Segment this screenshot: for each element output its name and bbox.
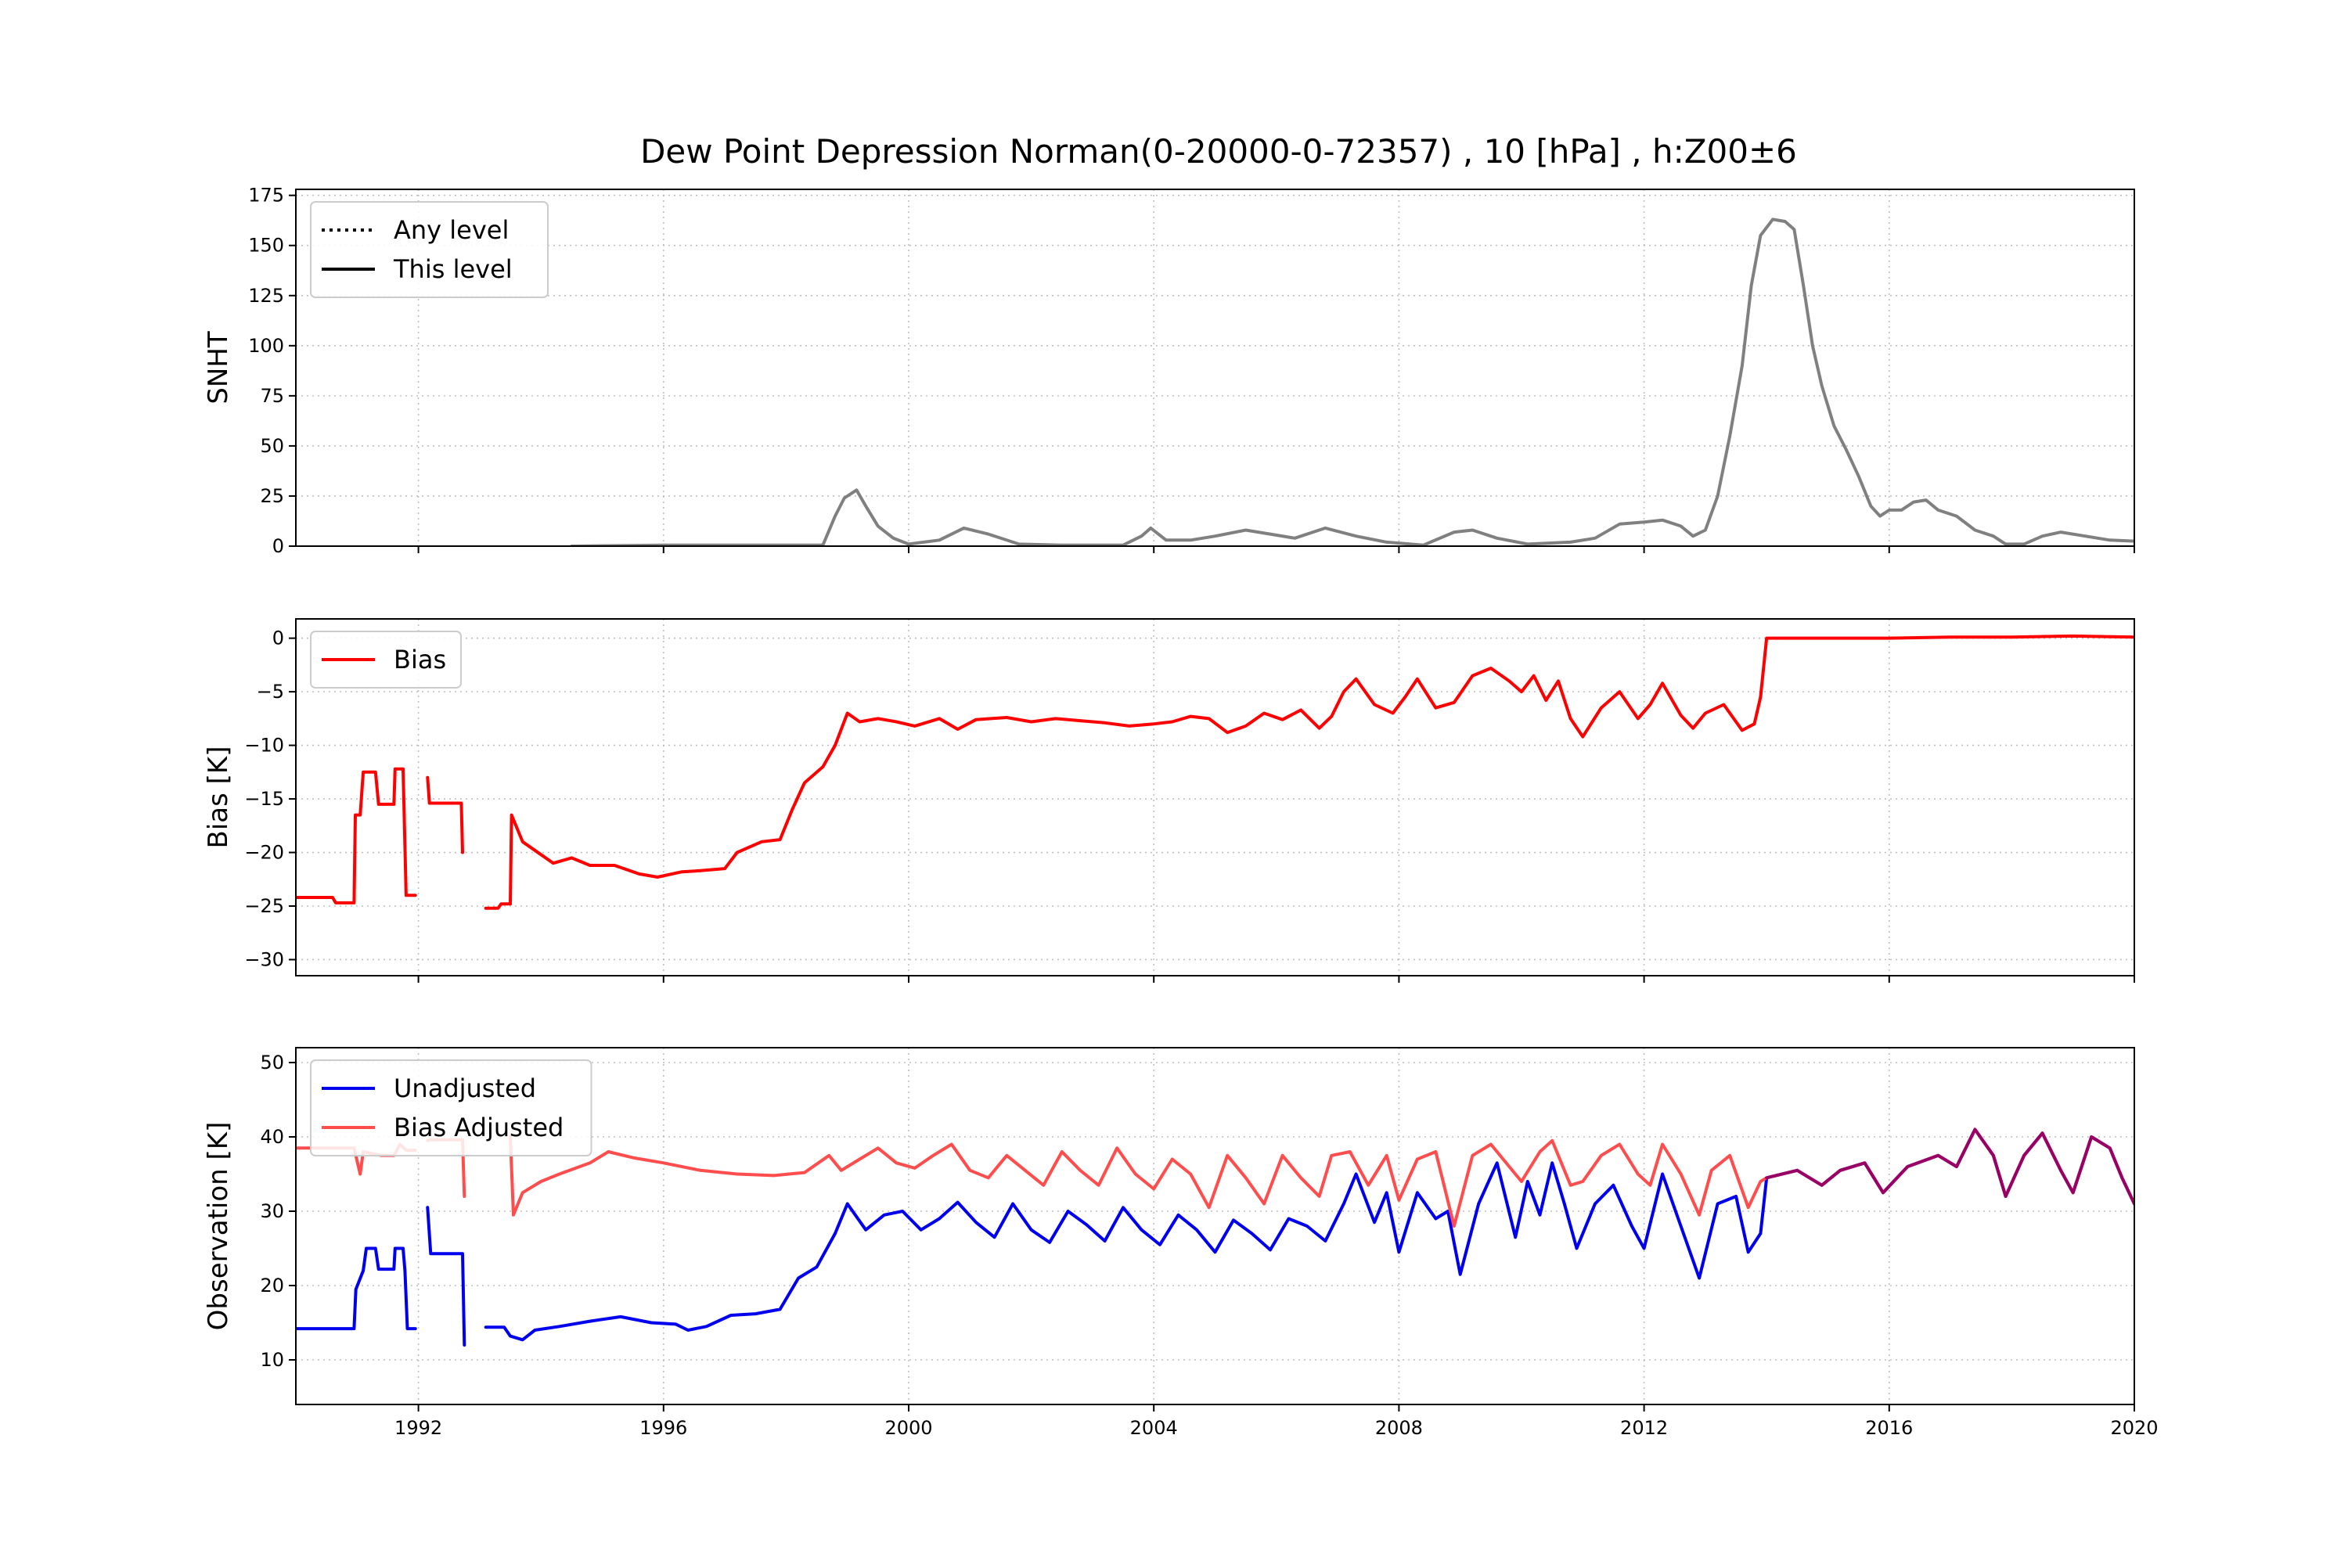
snht-ytick-label: 125 (248, 285, 284, 307)
snht-panel: 0 25 50 75 100 125 150 175 SNHT Any level This lev… (203, 185, 2135, 557)
observation-legend-label-bias-adjusted: Bias Adjusted (394, 1113, 564, 1142)
bias-line-bias-segment-1 (426, 775, 464, 854)
bias-ytick-label: −20 (244, 842, 284, 864)
observation-line-unadjusted-segment-0 (296, 1246, 417, 1331)
observation-xtick-label: 2000 (884, 1417, 932, 1439)
observation-xtick-label: 1996 (639, 1417, 687, 1439)
observation-line-unadjusted-segment-1 (426, 1206, 466, 1347)
observation-xtick-label: 1992 (394, 1417, 442, 1439)
observation-ytick-label: 50 (260, 1052, 284, 1074)
bias-line-bias-segment-0 (296, 767, 417, 904)
bias-axes-frame (295, 618, 2135, 976)
snht-legend-box (310, 201, 549, 298)
snht-ytick-label: 150 (248, 235, 284, 257)
bias-ytick-label: −15 (244, 788, 284, 810)
bias-ytick-label: 0 (272, 628, 284, 649)
snht-axes-frame (295, 189, 2135, 547)
chart-title: Dew Point Depression Norman(0-20000-0-72… (640, 132, 1797, 171)
observation-axes-frame (295, 1047, 2135, 1405)
observation-ytick-label: 10 (260, 1349, 284, 1371)
snht-ytick-label: 0 (272, 535, 284, 557)
bias-legend-box (310, 631, 462, 689)
snht-ytick-label: 25 (260, 485, 284, 507)
bias-ytick-label: −30 (244, 948, 284, 970)
bias-ytick-label: −10 (244, 735, 284, 757)
observation-xtick-label: 2004 (1130, 1417, 1178, 1439)
bias-panel: 0 −5 −10 −15 −20 −25 −30 Bias [K] Bias (203, 618, 2135, 983)
snht-ytick-label: 75 (260, 385, 284, 407)
observation-xtick-label: 2016 (1865, 1417, 1913, 1439)
observation-line-series-2-segment-0 (1765, 1127, 2134, 1206)
snht-line-series-0-segment-0 (570, 218, 2134, 546)
snht-legend-label-this-level: This level (393, 254, 513, 284)
bias-ytick-label: −5 (257, 681, 284, 703)
bias-ytick-label: −25 (244, 895, 284, 917)
snht-y-axis-label: SNHT (203, 331, 234, 405)
observation-legend-label-unadjusted: Unadjusted (394, 1074, 536, 1103)
observation-legend-box (310, 1059, 592, 1156)
observation-panel: 10 20 30 40 50 1992 1996 2000 2004 2008 2012 2016 20… (203, 1047, 2159, 1439)
observation-xtick-label: 2008 (1375, 1417, 1423, 1439)
bias-series-group (296, 634, 2134, 910)
snht-ytick-label: 100 (248, 335, 284, 357)
snht-legend-label-any-level: Any level (394, 215, 509, 245)
snht-series-group (570, 218, 2134, 546)
observation-xtick-label: 2020 (2110, 1417, 2158, 1439)
bias-legend-label-bias: Bias (394, 645, 446, 674)
bias-line-bias-segment-2 (484, 634, 2134, 910)
bias-y-axis-label: Bias [K] (203, 746, 234, 849)
snht-ytick-label: 50 (260, 435, 284, 457)
observation-y-axis-label: Observation [K] (203, 1122, 234, 1331)
snht-ytick-label: 175 (248, 185, 284, 207)
observation-ytick-label: 20 (260, 1275, 284, 1296)
observation-legend: Unadjusted Bias Adjusted (310, 1059, 592, 1156)
snht-legend: Any level This level (310, 201, 549, 298)
bias-legend: Bias (310, 631, 462, 689)
observation-ytick-label: 30 (260, 1200, 284, 1222)
observation-xtick-label: 2012 (1620, 1417, 1668, 1439)
observation-ytick-label: 40 (260, 1126, 284, 1148)
